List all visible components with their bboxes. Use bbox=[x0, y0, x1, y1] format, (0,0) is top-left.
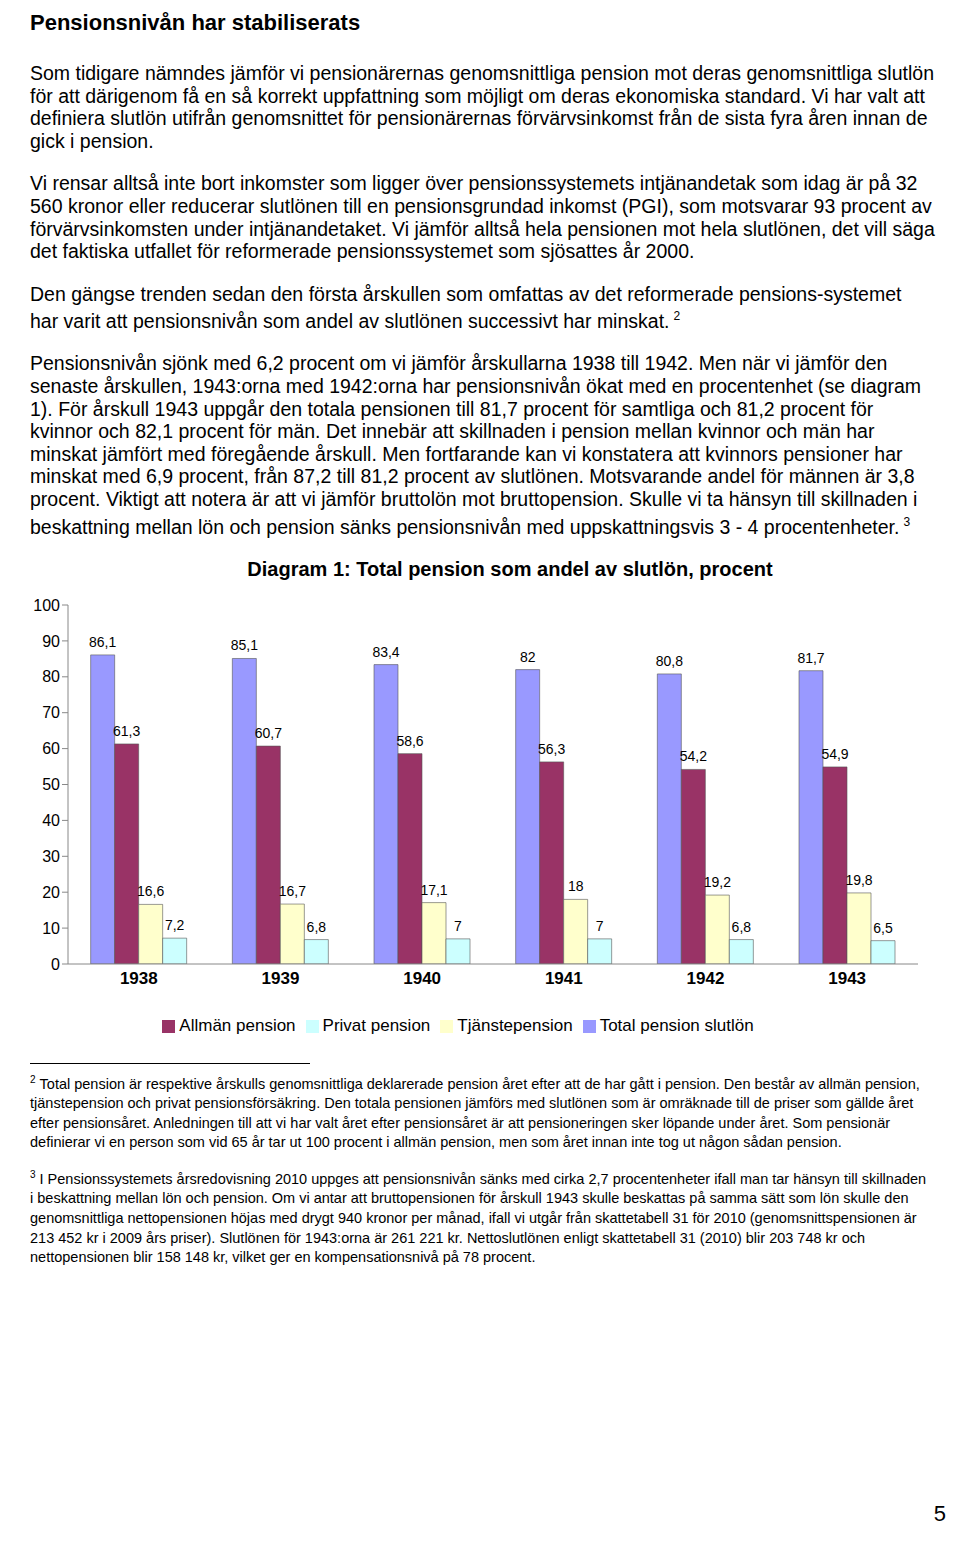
svg-text:50: 50 bbox=[42, 776, 60, 793]
html-text:Tjänstepension: Tjänstepension bbox=[457, 1015, 573, 1035]
svg-text:20: 20 bbox=[42, 884, 60, 901]
svg-text:54,9: 54,9 bbox=[821, 746, 848, 762]
svg-text:58,6: 58,6 bbox=[396, 732, 423, 748]
svg-text:19,2: 19,2 bbox=[704, 874, 731, 890]
svg-text:7,2: 7,2 bbox=[165, 917, 185, 933]
html-text:Total pension slutlön: Total pension slutlön bbox=[599, 1015, 754, 1035]
svg-text:81,7: 81,7 bbox=[797, 649, 824, 665]
svg-text:85,1: 85,1 bbox=[231, 637, 258, 653]
svg-text:16,7: 16,7 bbox=[279, 883, 306, 899]
html-text:Privat pension: Privat pension bbox=[322, 1015, 431, 1035]
svg-text:80: 80 bbox=[42, 668, 60, 685]
svg-text:6,8: 6,8 bbox=[732, 918, 752, 934]
svg-text:1942: 1942 bbox=[687, 969, 725, 988]
html-text:Den gängse trenden sedan den f: Den gängse trenden sedan den första årsk… bbox=[30, 282, 902, 332]
svg-text:70: 70 bbox=[42, 704, 60, 721]
html-text:5: 5 bbox=[933, 1501, 946, 1526]
svg-text:60,7: 60,7 bbox=[255, 725, 282, 741]
svg-text:6,8: 6,8 bbox=[307, 918, 327, 934]
svg-text:17,1: 17,1 bbox=[420, 881, 447, 897]
html-text:Allmän pension: Allmän pension bbox=[179, 1015, 296, 1035]
svg-text:7: 7 bbox=[454, 918, 462, 934]
svg-text:1938: 1938 bbox=[120, 969, 158, 988]
svg-text:40: 40 bbox=[42, 812, 60, 829]
svg-text:1939: 1939 bbox=[262, 969, 300, 988]
svg-text:0: 0 bbox=[51, 955, 60, 972]
svg-text:56,3: 56,3 bbox=[538, 741, 565, 757]
svg-text:86,1: 86,1 bbox=[89, 634, 116, 650]
html-text:3 I Pensionssystemets årsredov: 3 I Pensionssystemets årsredovisning 201… bbox=[30, 1168, 927, 1266]
svg-text:61,3: 61,3 bbox=[113, 723, 140, 739]
svg-text:82: 82 bbox=[520, 648, 536, 664]
svg-text:83,4: 83,4 bbox=[372, 643, 399, 659]
svg-text:1943: 1943 bbox=[828, 969, 866, 988]
svg-text:10: 10 bbox=[42, 919, 60, 936]
svg-text:6,5: 6,5 bbox=[873, 919, 893, 935]
svg-text:30: 30 bbox=[42, 848, 60, 865]
html-text:Vi rensar alltså inte bort ink: Vi rensar alltså inte bort inkomster som… bbox=[30, 172, 935, 263]
svg-text:60: 60 bbox=[42, 740, 60, 757]
svg-text:1941: 1941 bbox=[545, 969, 583, 988]
svg-text:54,2: 54,2 bbox=[680, 748, 707, 764]
svg-text:90: 90 bbox=[42, 632, 60, 649]
svg-text:19,8: 19,8 bbox=[845, 872, 872, 888]
html-text:Pensionsnivån sjönk med 6,2 pr: Pensionsnivån sjönk med 6,2 procent om v… bbox=[30, 352, 922, 538]
svg-text:16,6: 16,6 bbox=[137, 883, 164, 899]
html-text:2 Total pension är respektive: 2 Total pension är respektive årskulls g… bbox=[30, 1073, 920, 1151]
svg-text:1940: 1940 bbox=[403, 969, 441, 988]
html-text:Diagram 1: Total pension som a: Diagram 1: Total pension som andel av sl… bbox=[247, 557, 773, 580]
svg-text:7: 7 bbox=[596, 918, 604, 934]
html-text:Pensionsnivån har stabiliserat: Pensionsnivån har stabiliserats bbox=[30, 10, 361, 35]
svg-text:80,8: 80,8 bbox=[656, 653, 683, 669]
svg-text:100: 100 bbox=[33, 596, 60, 613]
html-text:Som tidigare nämndes jämför vi: Som tidigare nämndes jämför vi pensionär… bbox=[30, 62, 934, 152]
svg-text:18: 18 bbox=[568, 878, 584, 894]
